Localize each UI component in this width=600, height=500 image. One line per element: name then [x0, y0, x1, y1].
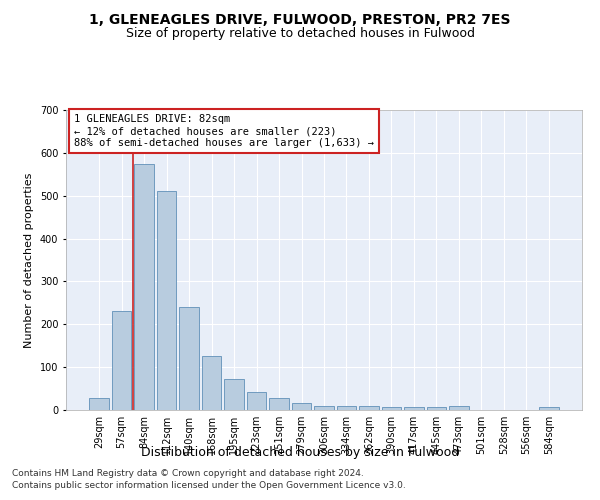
Bar: [337, 406, 356, 410]
Text: 1 GLENEAGLES DRIVE: 82sqm
← 12% of detached houses are smaller (223)
88% of semi: 1 GLENEAGLES DRIVE: 82sqm ← 12% of detac…: [74, 114, 374, 148]
Bar: [404, 408, 424, 410]
Bar: [247, 392, 266, 410]
Text: Distribution of detached houses by size in Fulwood: Distribution of detached houses by size …: [141, 446, 459, 459]
Text: 1, GLENEAGLES DRIVE, FULWOOD, PRESTON, PR2 7ES: 1, GLENEAGLES DRIVE, FULWOOD, PRESTON, P…: [89, 12, 511, 26]
Bar: [202, 356, 221, 410]
Y-axis label: Number of detached properties: Number of detached properties: [25, 172, 34, 348]
Text: Size of property relative to detached houses in Fulwood: Size of property relative to detached ho…: [125, 28, 475, 40]
Bar: [427, 408, 446, 410]
Bar: [449, 406, 469, 410]
Text: Contains public sector information licensed under the Open Government Licence v3: Contains public sector information licen…: [12, 481, 406, 490]
Bar: [292, 403, 311, 410]
Bar: [269, 398, 289, 410]
Bar: [539, 406, 559, 410]
Bar: [314, 406, 334, 410]
Bar: [134, 164, 154, 410]
Bar: [112, 312, 131, 410]
Text: Contains HM Land Registry data © Crown copyright and database right 2024.: Contains HM Land Registry data © Crown c…: [12, 468, 364, 477]
Bar: [89, 398, 109, 410]
Bar: [179, 307, 199, 410]
Bar: [157, 192, 176, 410]
Bar: [359, 406, 379, 410]
Bar: [224, 379, 244, 410]
Bar: [382, 408, 401, 410]
